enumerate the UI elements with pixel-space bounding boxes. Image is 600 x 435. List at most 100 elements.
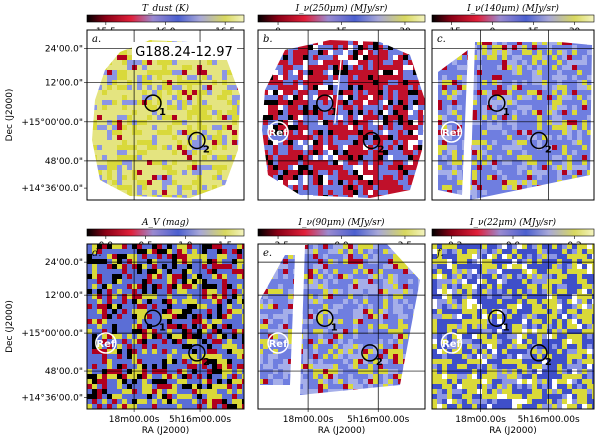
map-pixel: [348, 50, 353, 55]
map-pixel: [202, 274, 207, 279]
map-pixel: [268, 125, 273, 130]
map-pixel: [187, 110, 192, 115]
map-pixel: [192, 60, 197, 65]
map-pixel: [273, 130, 278, 135]
map-pixel: [182, 254, 187, 259]
map-pixel: [552, 120, 557, 125]
map-pixel: [492, 155, 497, 160]
map-pixel: [497, 50, 502, 55]
map-pixel: [137, 329, 142, 334]
map-pixel: [122, 90, 127, 95]
map-pixel: [137, 364, 142, 369]
map-pixel: [172, 170, 177, 175]
map-pixel: [442, 100, 447, 105]
map-pixel: [452, 145, 457, 150]
map-pixel: [268, 120, 273, 125]
map-pixel: [132, 299, 137, 304]
map-pixel: [572, 65, 577, 70]
map-pixel: [102, 254, 107, 259]
map-pixel: [227, 145, 232, 150]
map-pixel: [298, 65, 303, 70]
map-pixel: [278, 70, 283, 75]
map-pixel: [438, 155, 442, 160]
map-pixel: [363, 254, 368, 259]
map-pixel: [167, 259, 172, 264]
map-pixel: [87, 329, 92, 334]
map-pixel: [182, 100, 187, 105]
map-pixel: [403, 145, 408, 150]
map-pixel: [187, 294, 192, 299]
map-pixel: [182, 140, 187, 145]
map-pixel: [293, 65, 298, 70]
map-pixel: [127, 284, 132, 289]
map-pixel: [142, 115, 147, 120]
map-pixel: [413, 110, 418, 115]
map-pixel: [283, 279, 288, 284]
map-pixel: [293, 120, 298, 125]
map-pixel: [137, 384, 142, 389]
map-pixel: [132, 180, 137, 185]
map-pixel: [117, 309, 122, 314]
map-pixel: [157, 254, 162, 259]
map-pixel: [313, 185, 318, 190]
map-pixel: [268, 100, 273, 105]
map-pixel: [107, 125, 112, 130]
map-pixel: [268, 155, 273, 160]
map-pixel: [577, 45, 582, 50]
map-pixel: [557, 165, 562, 170]
map-pixel: [147, 274, 152, 279]
map-pixel: [472, 125, 477, 130]
map-pixel: [303, 190, 308, 195]
map-pixel: [338, 170, 343, 175]
map-pixel: [122, 170, 127, 175]
map-pixel: [557, 95, 562, 100]
map-pixel: [333, 60, 338, 65]
map-pixel: [378, 165, 383, 170]
map-pixel: [102, 359, 107, 364]
map-pixel: [237, 304, 242, 309]
map-pixel: [338, 105, 343, 110]
map-pixel: [232, 339, 237, 344]
map-pixel: [358, 274, 363, 279]
map-pixel: [477, 190, 482, 195]
map-pixel: [268, 294, 273, 299]
map-pixel: [388, 165, 393, 170]
map-pixel: [338, 180, 343, 185]
map-pixel: [187, 254, 192, 259]
map-pixel: [102, 150, 107, 155]
map-pixel: [487, 160, 492, 165]
map-pixel: [202, 319, 207, 324]
map-pixel: [167, 389, 172, 394]
map-pixel: [293, 175, 298, 180]
map-pixel: [202, 105, 207, 110]
map-pixel: [177, 150, 182, 155]
map-pixel: [368, 244, 373, 249]
map-pixel: [132, 190, 137, 195]
map-pixel: [197, 334, 202, 339]
map-pixel: [217, 344, 222, 349]
map-pixel: [107, 329, 112, 334]
map-pixel: [388, 170, 393, 175]
map-pixel: [293, 140, 298, 145]
map-pixel: [202, 294, 207, 299]
map-pixel: [487, 125, 492, 130]
map-pixel: [318, 135, 323, 140]
map-pixel: [263, 150, 268, 155]
map-pixel: [152, 145, 157, 150]
map-pixel: [273, 299, 278, 304]
map-pixel: [398, 125, 403, 130]
map-pixel: [102, 339, 107, 344]
map-pixel: [313, 130, 318, 135]
map-pixel: [172, 75, 177, 80]
map-pixel: [177, 244, 182, 249]
map-pixel: [517, 170, 522, 175]
map-pixel: [373, 259, 378, 264]
map-pixel: [512, 165, 517, 170]
map-pixel: [263, 105, 268, 110]
map-pixel: [388, 120, 393, 125]
map-pixel: [202, 120, 207, 125]
map-pixel: [487, 42, 492, 45]
map-pixel: [363, 145, 368, 150]
map-pixel: [288, 75, 293, 80]
